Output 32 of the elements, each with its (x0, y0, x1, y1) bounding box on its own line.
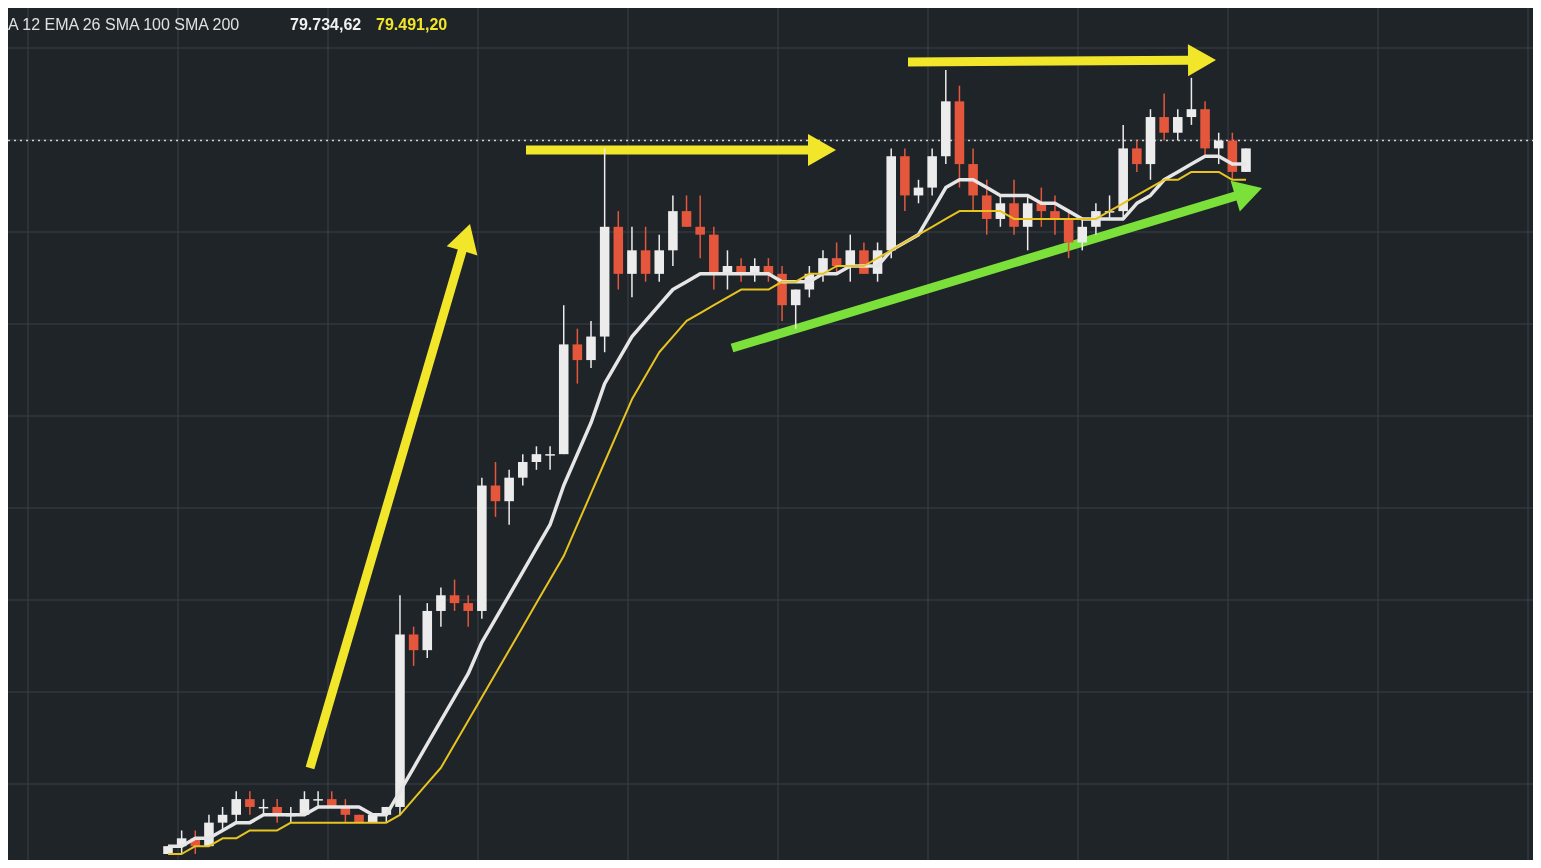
candlestick (313, 790, 323, 808)
candlestick (545, 445, 555, 471)
candlestick (586, 320, 596, 369)
candlestick (1050, 194, 1060, 236)
candlestick (490, 461, 501, 518)
candlestick (245, 790, 255, 816)
candlestick (572, 327, 583, 385)
candlestick (436, 586, 446, 628)
candlestick (408, 625, 419, 667)
candlestick (231, 790, 241, 824)
candlestick (627, 226, 637, 299)
candlestick (654, 233, 665, 283)
candlestick (449, 578, 460, 612)
candlestick (681, 194, 692, 228)
text: 79.734,62 (290, 16, 362, 33)
candlestick (695, 194, 705, 259)
candlestick (531, 445, 542, 471)
text: A 12 EMA 26 SMA 100 SMA 200 (8, 16, 240, 33)
candlestick (504, 469, 514, 526)
candlestick (981, 179, 992, 236)
candlestick (790, 288, 801, 330)
candlestick (518, 453, 528, 487)
candlestick (640, 226, 651, 283)
candlestick (1077, 218, 1088, 252)
candlestick (1173, 108, 1183, 142)
candlestick (1009, 179, 1019, 236)
candlestick (1186, 77, 1197, 126)
candlestick (1132, 139, 1142, 173)
candlestick (818, 249, 828, 283)
text: 79.491,20 (376, 16, 448, 33)
candlestick (1159, 92, 1169, 142)
candlestick (463, 594, 473, 628)
